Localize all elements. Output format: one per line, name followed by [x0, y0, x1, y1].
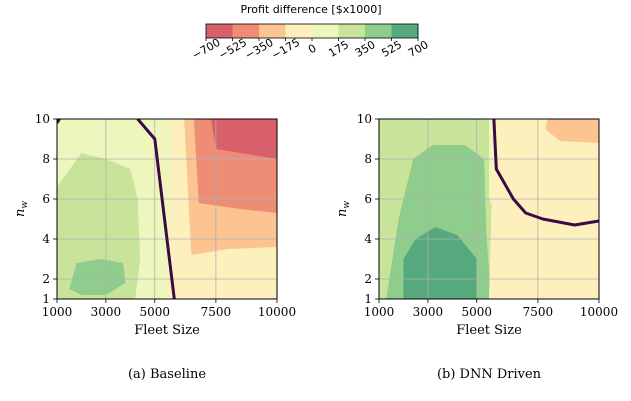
y-tick-label: 8 — [42, 152, 50, 166]
plot-frame — [56, 118, 278, 300]
y-axis-label: nw — [335, 201, 352, 217]
contour-region — [489, 119, 599, 299]
y-tick-label: 8 — [364, 152, 372, 166]
colorbar-tick-label: 700 — [406, 38, 431, 60]
colorbar-cell — [206, 24, 233, 38]
y-tick-label: 2 — [42, 272, 50, 286]
y-tick-label: 1 — [364, 292, 372, 306]
colorbar-cell — [285, 24, 313, 38]
colorbar-cell — [338, 24, 366, 38]
x-tick-label: 5000 — [462, 305, 493, 319]
y-tick-label: 6 — [42, 192, 50, 206]
panel-baseline: 1000 3000 5000 7500 10000 1 2 4 6 8 10 Fleet Size… — [13, 112, 296, 382]
colorbar-cell — [391, 24, 419, 38]
colorbar-tick-label: 0 — [306, 42, 319, 57]
colorbar: Profit difference [$x1000] −700−525−350−… — [190, 3, 431, 62]
colorbar-cell — [312, 24, 339, 38]
y-tick-label: 4 — [364, 232, 372, 246]
zero-contour-line — [492, 119, 599, 227]
colorbar-cell — [259, 24, 286, 38]
colorbar-title: Profit difference [$x1000] — [241, 3, 382, 16]
x-tick-label: 10000 — [258, 305, 296, 319]
y-axis-label: nw — [13, 201, 30, 217]
y-tick-label: 2 — [364, 272, 372, 286]
x-tick-label: 1000 — [42, 305, 73, 319]
plot-frame — [378, 118, 600, 300]
colorbar-tick-label: 525 — [379, 38, 404, 60]
contour-region — [403, 227, 477, 299]
caption-dnn-driven: (b) DNN Driven — [437, 367, 542, 382]
x-tick-label: 1000 — [364, 305, 395, 319]
zero-contour-line — [136, 119, 176, 299]
x-tick-label: 7500 — [523, 305, 554, 319]
colorbar-tick-label: 350 — [353, 38, 378, 60]
y-tick-label: 6 — [364, 192, 372, 206]
x-axis-label: Fleet Size — [134, 323, 200, 338]
x-tick-label: 3000 — [413, 305, 444, 319]
caption-baseline: (a) Baseline — [128, 367, 206, 382]
x-axis-label: Fleet Size — [456, 323, 522, 338]
x-tick-label: 7500 — [201, 305, 232, 319]
x-tick-label: 10000 — [580, 305, 618, 319]
colorbar-cell — [365, 24, 392, 38]
colorbar-tick-label: 175 — [326, 38, 351, 60]
contour-region — [69, 259, 126, 295]
x-tick-label: 5000 — [140, 305, 171, 319]
contour-region — [211, 119, 277, 159]
y-tick-label: 10 — [35, 112, 50, 126]
y-tick-label: 4 — [42, 232, 50, 246]
contour-region — [545, 119, 599, 143]
panel-dnn-driven: 1000 3000 5000 7500 10000 1 2 4 6 8 10 Fleet Size… — [335, 112, 618, 382]
y-tick-label: 1 — [42, 292, 50, 306]
y-tick-label: 10 — [357, 112, 372, 126]
x-tick-label: 3000 — [91, 305, 122, 319]
colorbar-cell — [232, 24, 260, 38]
